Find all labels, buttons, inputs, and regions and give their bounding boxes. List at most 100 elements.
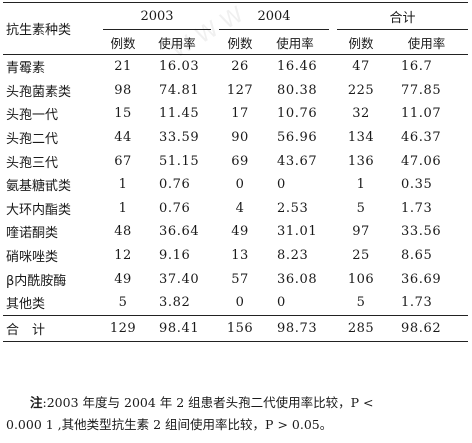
rate-2003: 11.45: [159, 106, 200, 122]
count-2003: 21: [114, 59, 132, 75]
count-2004: 127: [226, 82, 254, 98]
antibiotic-name: β内酰胺酶: [6, 273, 67, 289]
rate-2003: 33.59: [159, 130, 200, 146]
count-total: 136: [347, 153, 375, 169]
count-2004: 0: [235, 295, 245, 311]
rate-total: 1.73: [401, 295, 433, 311]
count-2004: 4: [235, 200, 245, 216]
count-total: 32: [352, 106, 370, 122]
total-label: 合 计: [3, 314, 95, 342]
count-2004: 69: [231, 153, 249, 169]
table-row: 头孢二代 44 33.59 90 56.96 134 46.37: [3, 126, 468, 150]
count-total: 97: [352, 224, 370, 240]
table-row: 青霉素 21 16.03 26 16.46 47 16.7: [3, 55, 468, 79]
rate-2003: 37.40: [159, 271, 200, 287]
rate-total: 33.56: [401, 224, 442, 240]
count-header-2003: 例数: [103, 29, 143, 55]
rate-total: 8.65: [401, 248, 433, 264]
footnote-line-1: :2003 年度与 2004 年 2 组患者头孢二代使用率比较，P <: [42, 395, 374, 410]
count-total: 106: [347, 271, 375, 287]
footnote-label: 注: [30, 395, 43, 410]
rate-2003: 0.76: [159, 200, 191, 216]
category-header: 抗生素种类: [3, 2, 95, 55]
rate-2003: 16.03: [159, 59, 200, 75]
table-row: 头孢一代 15 11.45 17 10.76 32 11.07: [3, 102, 468, 126]
count-2003: 48: [114, 224, 132, 240]
rate-2004: 8.23: [277, 248, 309, 264]
count-2003: 1: [118, 200, 128, 216]
count-total: 47: [352, 59, 370, 75]
rate-2004: 0: [277, 295, 286, 311]
count-total: 1: [356, 177, 366, 193]
total-rate-2004: 98.73: [261, 314, 329, 342]
rate-total: 47.06: [401, 153, 442, 169]
count-header-2004: 例数: [219, 29, 261, 55]
count-2004: 26: [231, 59, 249, 75]
antibiotic-name: 硝咪唑类: [6, 250, 59, 266]
count-2004: 57: [231, 271, 249, 287]
footnote-line-2: 0.000 1 ,其他类型抗生素 2 组间使用率比较，P > 0.05。: [6, 417, 333, 432]
rate-total: 16.7: [401, 59, 433, 75]
count-2004: 90: [231, 130, 249, 146]
count-2003: 12: [114, 248, 132, 264]
total-count-2003: 129: [103, 314, 143, 342]
antibiotic-name: 氨基糖甙类: [6, 179, 72, 195]
rate-header-2003: 使用率: [143, 29, 211, 55]
rate-2003: 51.15: [159, 153, 200, 169]
rate-2004: 10.76: [277, 106, 318, 122]
table-footnote: 注:2003 年度与 2004 年 2 组患者头孢二代使用率比较，P < 0.0…: [6, 392, 460, 436]
count-total: 5: [356, 200, 366, 216]
antibiotic-name: 喹诺酮类: [6, 226, 59, 242]
rate-2004: 36.08: [277, 271, 318, 287]
total-row: 合 计 129 98.41 156 98.73 285 98.62: [3, 314, 469, 342]
rate-2004: 31.01: [277, 224, 318, 240]
table-row: 头孢三代 67 51.15 69 43.67 136 47.06: [3, 149, 468, 173]
rate-header-2004: 使用率: [261, 29, 329, 55]
count-2003: 15: [114, 106, 132, 122]
table-row: 氨基糖甙类 1 0.76 0 0 1 0.35: [3, 173, 468, 197]
table-body: 青霉素 21 16.03 26 16.46 47 16.7 头孢菌素类 98 74.81 127 80…: [3, 55, 468, 316]
rate-2003: 0.76: [159, 177, 191, 193]
year-header-2004: 2004: [219, 2, 329, 30]
rate-2004: 2.53: [277, 200, 309, 216]
count-2004: 17: [231, 106, 249, 122]
count-total: 5: [356, 295, 366, 311]
count-2004: 49: [231, 224, 249, 240]
antibiotic-name: 头孢二代: [6, 132, 59, 148]
count-2004: 13: [231, 248, 249, 264]
antibiotic-name: 头孢三代: [6, 155, 59, 171]
count-2003: 67: [114, 153, 132, 169]
year-header-total: 合计: [337, 2, 469, 30]
count-total: 25: [352, 248, 370, 264]
count-2003: 98: [114, 82, 132, 98]
count-header-total: 例数: [337, 29, 385, 55]
count-total: 225: [347, 82, 375, 98]
rate-2004: 16.46: [277, 59, 318, 75]
rate-total: 1.73: [401, 200, 433, 216]
antibiotic-name: 头孢一代: [6, 108, 59, 124]
count-2003: 1: [118, 177, 128, 193]
antibiotic-name: 其他类: [6, 297, 46, 313]
table-row: 喹诺酮类 48 36.64 49 31.01 97 33.56: [3, 220, 468, 244]
antibiotic-name: 大环内酯类: [6, 202, 72, 218]
count-2004: 0: [235, 177, 245, 193]
total-count-2004: 156: [219, 314, 261, 342]
rate-2004: 0: [277, 177, 286, 193]
rate-total: 36.69: [401, 271, 442, 287]
rate-2004: 43.67: [277, 153, 318, 169]
count-2003: 5: [118, 295, 128, 311]
rate-total: 77.85: [401, 82, 442, 98]
total-rate-all: 98.62: [385, 314, 469, 342]
rate-total: 0.35: [401, 177, 433, 193]
header-row-subcolumns: 例数 使用率 例数 使用率 例数 使用率: [3, 29, 469, 55]
rate-2003: 74.81: [159, 82, 200, 98]
table-row: 大环内酯类 1 0.76 4 2.53 5 1.73: [3, 197, 468, 221]
antibiotic-name: 青霉素: [6, 61, 46, 77]
header-row-years: 抗生素种类 2003 2004 合计: [3, 2, 469, 55]
rate-2003: 9.16: [159, 248, 191, 264]
year-header-2003: 2003: [103, 2, 211, 30]
rate-2003: 36.64: [159, 224, 200, 240]
antibiotic-usage-table: 抗生素种类 2003 2004 合计 例数 使用率 例数 使用率 例数 使用率 …: [3, 2, 469, 342]
table-row: 其他类 5 3.82 0 0 5 1.73: [3, 291, 468, 315]
